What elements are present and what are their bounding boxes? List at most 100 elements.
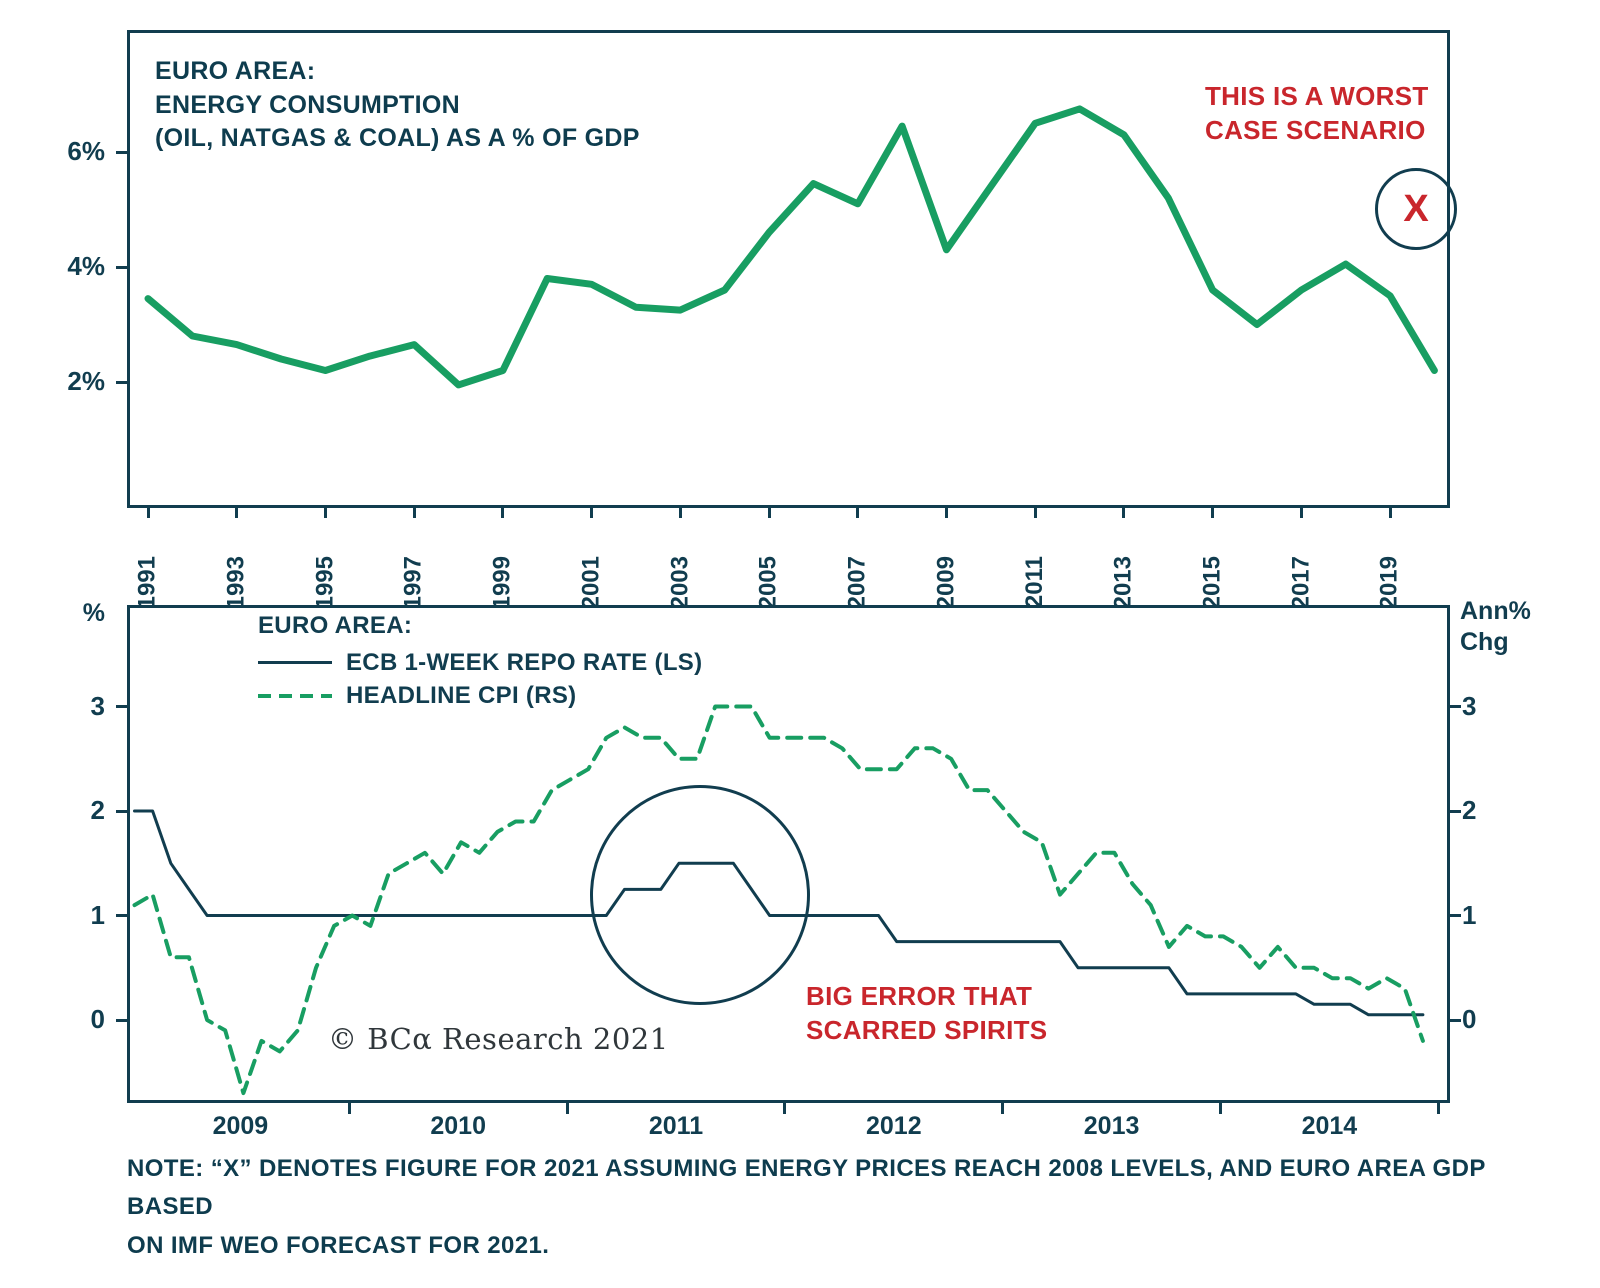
x-tick-mark (412, 508, 416, 518)
x-tick-label-text: 1993 (222, 556, 250, 610)
x-tick-label-text: 2003 (666, 556, 694, 610)
x-tick-label-text: 2005 (755, 556, 783, 610)
x-tick-mark (856, 508, 860, 518)
x-year-label: 2009 (212, 1112, 269, 1140)
x-tick-mark (1033, 508, 1037, 518)
x-boundary-tick (347, 1103, 351, 1114)
x-tick-mark (323, 508, 327, 518)
legend-label-cpi: HEADLINE CPI (RS) (346, 681, 577, 709)
worst-case-annotation: THIS IS A WORST CASE SCENARIO (1205, 81, 1429, 145)
x-tick-label: 2003 (663, 516, 697, 609)
x-tick-label: 1991 (131, 516, 165, 609)
x-tick-label: 2017 (1284, 516, 1318, 609)
bca-research-copyright: © BCα Research 2021 (328, 1022, 669, 1056)
x-year-label: 2013 (1083, 1112, 1140, 1140)
x-year-label: 2012 (865, 1112, 922, 1140)
x-tick-label: 2007 (841, 516, 875, 609)
right-y-tick-label: 3 (1462, 690, 1477, 721)
x-year-label: 2011 (648, 1112, 704, 1140)
x-tick-mark (944, 508, 948, 518)
energy-consumption-line (144, 105, 1438, 389)
x-boundary-tick (783, 1103, 787, 1114)
y-tick-mark (116, 380, 127, 384)
legend: EURO AREA: ECB 1-WEEK REPO RATE (LS) HEA… (258, 612, 702, 712)
right-y-tick-mark (1450, 914, 1461, 917)
left-y-tick-label: 1 (90, 899, 105, 930)
right-y-tick-label: 2 (1462, 795, 1477, 825)
x-tick-mark (590, 508, 594, 518)
x-tick-label-text: 2009 (932, 556, 960, 610)
big-error-annotation: BIG ERROR THAT SCARRED SPIRITS (806, 981, 1048, 1045)
x-tick-label-text: 2001 (577, 556, 605, 610)
x-tick-label: 2005 (752, 516, 786, 609)
right-y-tick-mark (1450, 705, 1461, 708)
x-tick-label-text: 1995 (311, 556, 339, 610)
x-tick-mark (1388, 508, 1392, 518)
x-boundary-tick (1219, 1103, 1222, 1114)
top-chart-title: EURO AREA: ENERGY CONSUMPTION (OIL, NATG… (155, 57, 640, 152)
left-y-tick-label: 0 (90, 1004, 105, 1034)
right-y-tick-mark (1450, 1018, 1461, 1022)
right-axis-title: Ann% Chg (1460, 597, 1531, 657)
left-y-tick-label: 2 (90, 795, 105, 825)
x-tick-label-text: 2019 (1376, 556, 1404, 610)
legend-item-repo: ECB 1-WEEK REPO RATE (LS) (258, 646, 702, 679)
x-tick-mark (1122, 508, 1126, 518)
error-region-circle (590, 785, 810, 1005)
legend-header: EURO AREA: (258, 612, 413, 639)
left-y-tick-mark (116, 914, 127, 917)
left-axis-title: % (82, 599, 105, 627)
x-tick-label: 2013 (1107, 516, 1141, 609)
x-tick-label-text: 2011 (1021, 556, 1049, 609)
x-tick-label: 2015 (1196, 516, 1230, 609)
y-tick-label: 4% (67, 251, 105, 281)
x-tick-label: 1999 (486, 516, 520, 609)
x-tick-label-text: 2007 (843, 556, 871, 610)
legend-item-cpi: HEADLINE CPI (RS) (258, 679, 702, 712)
x-tick-label-text: 2017 (1287, 556, 1315, 610)
x-tick-label: 1997 (397, 516, 431, 609)
x-tick-mark (767, 508, 771, 518)
x-year-label: 2014 (1301, 1112, 1358, 1140)
legend-label-repo: ECB 1-WEEK REPO RATE (LS) (346, 648, 703, 676)
top-chart-plot-area (127, 30, 1450, 508)
x-tick-label-text: 2015 (1198, 556, 1226, 610)
cpi-line (132, 704, 1425, 1096)
right-y-tick-label: 1 (1462, 899, 1477, 930)
x-tick-label-text: 1999 (488, 556, 516, 610)
x-tick-label-text: 1997 (400, 556, 428, 610)
x-tick-label-text: 2013 (1109, 556, 1137, 610)
x-tick-label: 2009 (929, 516, 963, 609)
right-y-tick-mark (1450, 809, 1461, 813)
y-tick-label: 2% (67, 366, 105, 396)
x-tick-mark (1211, 508, 1215, 518)
x-tick-mark (501, 508, 505, 518)
y-tick-mark (116, 150, 127, 154)
x-boundary-tick (1436, 1103, 1440, 1114)
solid-line-sample (258, 661, 332, 664)
x-tick-label: 1993 (220, 516, 254, 609)
x-tick-label: 2019 (1373, 516, 1407, 609)
x-tick-label: 2001 (575, 516, 609, 609)
dashed-line-sample (258, 693, 332, 698)
x-tick-mark (1299, 508, 1303, 518)
y-tick-mark (116, 265, 127, 269)
left-y-tick-mark (116, 705, 127, 708)
right-y-tick-label: 0 (1462, 1004, 1477, 1034)
left-y-tick-label: 3 (90, 690, 105, 721)
x-boundary-tick (1001, 1103, 1005, 1114)
x-year-label: 2010 (430, 1112, 486, 1140)
energy-consumption-chart (144, 105, 1438, 389)
left-y-tick-mark (116, 1018, 127, 1022)
x-tick-mark (678, 508, 682, 518)
x-tick-label-text: 1991 (134, 556, 162, 610)
x-tick-mark (146, 508, 150, 518)
x-tick-label: 1995 (308, 516, 342, 609)
footnote: NOTE: “X” DENOTES FIGURE FOR 2021 ASSUMI… (127, 1155, 1486, 1259)
y-tick-label: 6% (67, 136, 105, 166)
x-tick-mark (235, 508, 239, 518)
x-marker: X (1403, 187, 1429, 230)
x-marker-circle: X (1375, 168, 1457, 250)
x-boundary-tick (565, 1103, 569, 1114)
